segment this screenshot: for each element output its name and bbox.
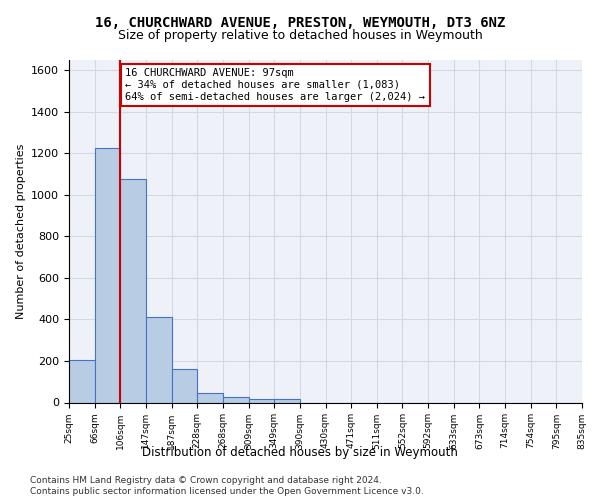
Y-axis label: Number of detached properties: Number of detached properties xyxy=(16,144,26,319)
Bar xyxy=(121,180,146,402)
Bar xyxy=(172,370,197,402)
Bar xyxy=(197,393,223,402)
Text: Contains public sector information licensed under the Open Government Licence v3: Contains public sector information licen… xyxy=(30,488,424,496)
Text: Contains HM Land Registry data © Crown copyright and database right 2024.: Contains HM Land Registry data © Crown c… xyxy=(30,476,382,485)
Bar xyxy=(95,148,121,403)
Bar xyxy=(274,400,300,402)
Bar xyxy=(248,400,274,402)
Bar xyxy=(223,398,248,402)
Text: Size of property relative to detached houses in Weymouth: Size of property relative to detached ho… xyxy=(118,29,482,42)
Text: 16 CHURCHWARD AVENUE: 97sqm
← 34% of detached houses are smaller (1,083)
64% of : 16 CHURCHWARD AVENUE: 97sqm ← 34% of det… xyxy=(125,68,425,102)
Bar xyxy=(69,360,95,403)
Text: Distribution of detached houses by size in Weymouth: Distribution of detached houses by size … xyxy=(142,446,458,459)
Text: 16, CHURCHWARD AVENUE, PRESTON, WEYMOUTH, DT3 6NZ: 16, CHURCHWARD AVENUE, PRESTON, WEYMOUTH… xyxy=(95,16,505,30)
Bar xyxy=(146,318,172,402)
